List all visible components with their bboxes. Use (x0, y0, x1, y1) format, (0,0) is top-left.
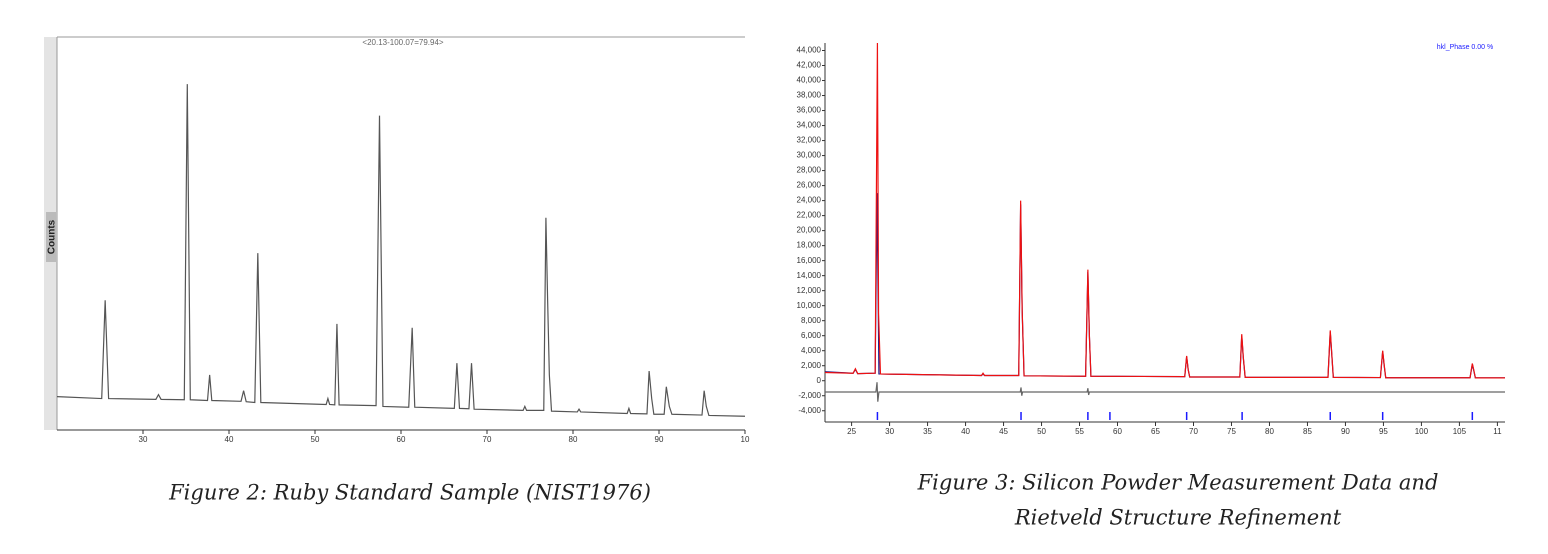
x-tick-label: 55 (1075, 427, 1084, 436)
y-tick-label: 40,000 (797, 76, 822, 85)
y-tick-label: 0 (817, 376, 822, 385)
y-tick-label: 18,000 (797, 241, 822, 250)
y-tick-label: 6,000 (801, 331, 822, 340)
x-tick-label: 11 (1493, 427, 1502, 436)
x-tick-label: 75 (1227, 427, 1236, 436)
x-tick-label: 25 (847, 427, 856, 436)
x-tick-label: 60 (397, 435, 406, 444)
y-tick-label: 4,000 (801, 346, 822, 355)
y-tick-label: 16,000 (797, 256, 822, 265)
y-label-box (46, 212, 56, 262)
x-tick-label: 30 (885, 427, 894, 436)
y-tick-label: 12,000 (797, 286, 822, 295)
x-tick-label: 30 (139, 435, 148, 444)
x-tick-label: 105 (1453, 427, 1467, 436)
x-tick-label: 95 (1379, 427, 1388, 436)
data-line (825, 382, 1505, 402)
y-axis-label: Counts (47, 219, 58, 254)
y-tick-label: 10,000 (797, 301, 822, 310)
x-tick-label: 70 (483, 435, 492, 444)
y-tick-label: 2,000 (801, 361, 822, 370)
y-tick-label: 36,000 (797, 106, 822, 115)
y-tick-label: 42,000 (797, 61, 822, 70)
y-tick-label: 34,000 (797, 121, 822, 130)
x-tick-label: 50 (1037, 427, 1046, 436)
x-tick-label: 45 (999, 427, 1008, 436)
caption: Figure 3: Silicon Powder Measurement Dat… (917, 471, 1439, 495)
y-tick-label: 8,000 (801, 316, 822, 325)
y-tick-label: 28,000 (797, 166, 822, 175)
x-tick-label: 10 (741, 435, 750, 444)
x-tick-label: 40 (961, 427, 970, 436)
x-tick-label: 40 (225, 435, 234, 444)
x-tick-label: 35 (923, 427, 932, 436)
data-line (824, 193, 1505, 379)
y-tick-label: 20,000 (797, 226, 822, 235)
legend-label: hkl_Phase 0.00 % (1437, 44, 1493, 51)
y-tick-label: -4,000 (798, 406, 821, 415)
y-tick-label: 38,000 (797, 91, 822, 100)
x-tick-label: 85 (1303, 427, 1312, 436)
y-tick-label: 32,000 (797, 136, 822, 145)
caption: Figure 2: Ruby Standard Sample (NIST1976… (168, 481, 651, 505)
y-tick-label: 26,000 (797, 181, 822, 190)
x-tick-label: 100 (1415, 427, 1429, 436)
y-tick-label: 44,000 (797, 46, 822, 55)
caption: Rietveld Structure Refinement (1014, 506, 1342, 530)
x-tick-label: 90 (655, 435, 664, 444)
y-tick-label: 30,000 (797, 151, 822, 160)
x-tick-label: 50 (311, 435, 320, 444)
x-tick-label: 80 (569, 435, 578, 444)
y-tick-label: 22,000 (797, 211, 822, 220)
y-tick-label: 14,000 (797, 271, 822, 280)
x-tick-label: 70 (1189, 427, 1198, 436)
data-line (56, 84, 746, 417)
x-tick-label: 90 (1341, 427, 1350, 436)
x-tick-label: 60 (1113, 427, 1122, 436)
y-tick-label: -2,000 (798, 391, 821, 400)
x-tick-label: 80 (1265, 427, 1274, 436)
annotation: <20.13-100.07=79.94> (362, 38, 444, 47)
x-tick-label: 65 (1151, 427, 1160, 436)
data-line (824, 42, 1505, 379)
y-tick-label: 24,000 (797, 196, 822, 205)
